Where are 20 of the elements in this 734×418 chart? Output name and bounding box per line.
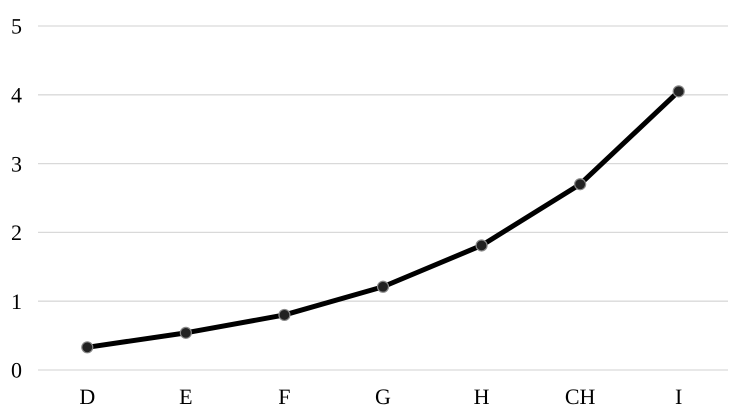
point [574, 178, 586, 190]
y-tick-label: 5 [11, 14, 22, 39]
x-tick-label: H [474, 384, 490, 409]
point [672, 85, 685, 98]
x-tick-label: CH [564, 384, 596, 409]
x-tick-label: I [675, 384, 682, 409]
y-tick-label: 3 [11, 151, 22, 176]
y-tick-label: 1 [11, 288, 22, 314]
y-tick-label: 0 [11, 358, 22, 383]
point [475, 239, 488, 252]
point [376, 280, 390, 293]
y-tick-label: 4 [11, 82, 22, 108]
point [278, 308, 291, 322]
point [81, 341, 94, 354]
x-tick-label: G [375, 384, 392, 409]
point [180, 326, 192, 339]
x-tick-label: E [179, 384, 193, 409]
x-tick-label: D [79, 384, 96, 409]
y-tick-label: 2 [11, 220, 22, 246]
x-tick-label: F [278, 384, 291, 409]
